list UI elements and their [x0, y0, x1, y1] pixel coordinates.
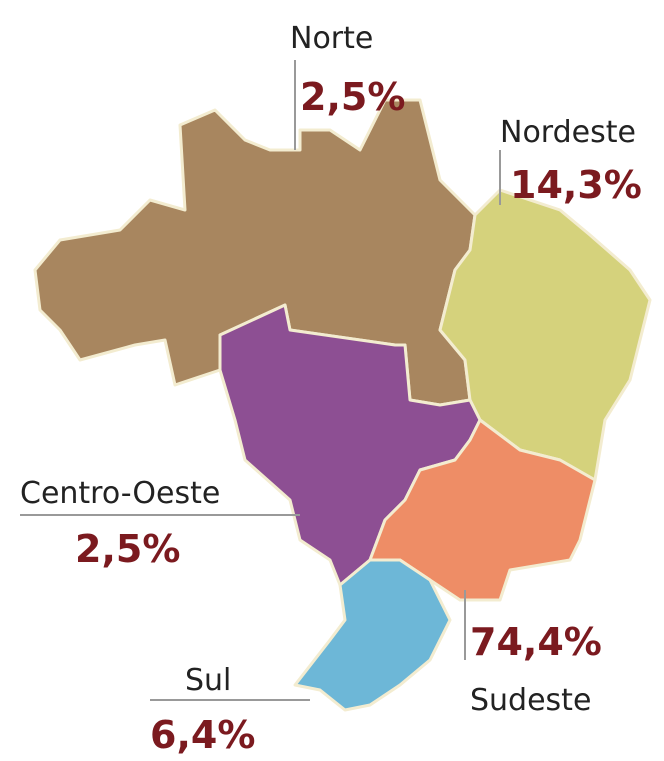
- region-name: Sudeste: [470, 683, 591, 718]
- region-value: 6,4%: [150, 713, 255, 757]
- region-name: Sul: [185, 663, 231, 698]
- region-value: 2,5%: [300, 75, 405, 119]
- region-sul: [293, 558, 452, 712]
- region-value: 2,5%: [75, 527, 180, 571]
- region-name: Nordeste: [500, 115, 636, 150]
- region-value: 14,3%: [510, 163, 642, 207]
- region-name: Norte: [290, 21, 373, 56]
- region-value: 74,4%: [470, 620, 602, 664]
- region-name: Centro-Oeste: [20, 476, 220, 511]
- region-sudeste: [368, 418, 597, 602]
